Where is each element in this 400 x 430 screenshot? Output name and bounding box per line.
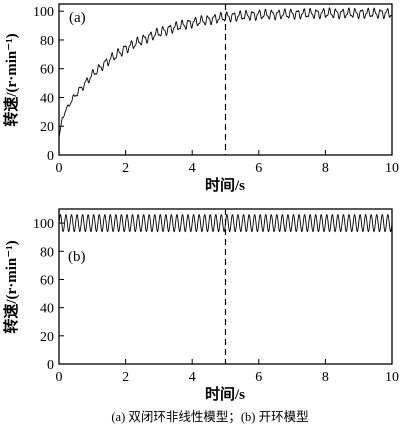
y-tick-label-b: 80: [40, 245, 54, 260]
x-tick-label-b: 8: [322, 370, 329, 385]
x-tick-label-a: 2: [122, 161, 129, 176]
figure-caption: (a) 双闭环非线性模型；(b) 开环模型: [111, 410, 308, 424]
x-tick-label-b: 10: [385, 370, 399, 385]
y-axis-label-a: 转速/(r·min⁻¹): [2, 33, 20, 126]
x-tick-label-a: 10: [385, 161, 399, 176]
x-tick-label-b: 0: [56, 370, 63, 385]
panel-label-a: (a): [69, 10, 86, 26]
y-tick-label-b: 100: [33, 217, 54, 232]
y-tick-label-b: 20: [40, 330, 54, 345]
y-tick-label-b: 60: [40, 273, 54, 288]
x-tick-label-a: 6: [255, 161, 262, 176]
y-tick-label-a: 80: [40, 34, 54, 49]
x-tick-label-a: 4: [189, 161, 196, 176]
x-axis-label-a: 时间/s: [205, 176, 245, 194]
x-tick-label-b: 2: [122, 370, 129, 385]
x-tick-label-a: 8: [322, 161, 329, 176]
y-tick-label-a: 20: [40, 120, 54, 135]
x-tick-label-b: 6: [255, 370, 262, 385]
y-tick-label-b: 40: [40, 302, 54, 317]
panel-label-b: (b): [68, 249, 86, 265]
x-tick-label-b: 4: [189, 370, 196, 385]
y-axis-label-b: 转速/(r·min⁻¹): [2, 240, 20, 333]
series-line-a: [58, 7, 393, 138]
series-line-b: [58, 213, 393, 233]
x-axis-label-b: 时间/s: [205, 385, 245, 403]
y-tick-label-b: 0: [47, 358, 54, 373]
y-tick-label-a: 100: [33, 5, 54, 20]
y-tick-label-a: 40: [40, 91, 54, 106]
y-tick-label-a: 0: [47, 149, 54, 164]
y-tick-label-a: 60: [40, 63, 54, 78]
x-tick-label-a: 0: [56, 161, 63, 176]
